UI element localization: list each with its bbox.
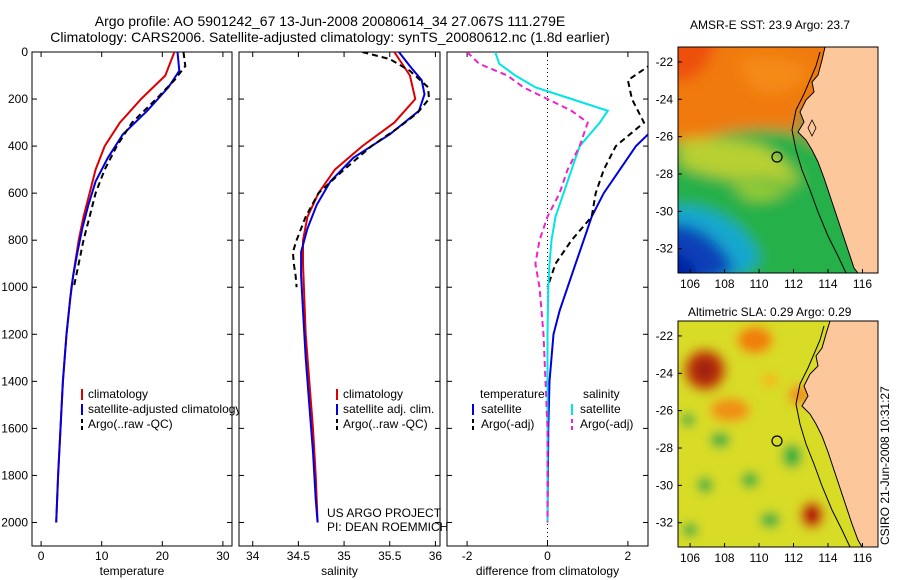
argo-location-marker [771, 151, 783, 163]
x-tick-label: 112 [784, 551, 803, 565]
x-tick-label: 2 [625, 549, 632, 563]
legend-header: salinity [583, 387, 620, 401]
series-line-argo-raw-qc [72, 52, 187, 288]
legend-label: climatology [88, 387, 148, 401]
series-line-satellite [546, 52, 648, 523]
x-axis-label: difference from climatology [476, 564, 619, 578]
temperature-panel: 0 10 20 30 0 200 400 600 800 1000 1200 1400 1600 1800… [1, 45, 241, 578]
x-tick-label: 0 [38, 549, 45, 563]
x-tick-label: 20 [156, 549, 170, 563]
series-line-climatology [302, 52, 417, 523]
x-axis-label: salinity [321, 564, 358, 578]
series-line-satellite-adjusted-climatology [55, 52, 181, 523]
x-tick-label: 110 [749, 277, 768, 291]
series-line-argo-adj [546, 65, 648, 288]
x-tick-label: 30 [216, 549, 230, 563]
series-line-argo-raw-qc [291, 52, 431, 288]
y-tick-label: 600 [8, 186, 28, 200]
x-tick-label: 106 [680, 277, 700, 291]
legend-label: Argo(..raw -QC) [343, 417, 428, 431]
y-tick-label: 1800 [1, 468, 28, 482]
y-tick-label: 2000 [1, 515, 28, 529]
y-tick-label: -24 [656, 92, 674, 106]
chart-layer: 0 10 20 30020040060080010001200140016001800… [1, 45, 872, 578]
difference-panel: -2 0 2 difference from climatology temperatu… [446, 51, 649, 578]
x-tick-label: 0 [544, 549, 551, 563]
y-tick-label: 1000 [1, 280, 28, 294]
y-tick-label: 1400 [1, 374, 28, 388]
y-tick-label: -22 [656, 55, 674, 69]
y-tick-label: -32 [656, 242, 674, 256]
series-line-satellite [494, 52, 610, 523]
legend-label: Argo(..raw -QC) [88, 417, 173, 431]
plot-title-line1: Argo profile: AO 5901242_67 13-Jun-2008 … [94, 13, 566, 29]
y-tick-label: 400 [8, 139, 28, 153]
y-tick-label: -22 [656, 329, 674, 343]
sla-map-title: Altimetric SLA: 0.29 Argo: 0.29 [688, 305, 852, 319]
legend-label: climatology [343, 387, 403, 401]
sst-map [678, 47, 878, 273]
sst_map-axes: 106 108 110 112 114 116 -22 -24 -26 -28 -30 -32 [656, 55, 873, 291]
x-tick-label: 110 [749, 551, 768, 565]
legend-label: satellite-adjusted climatology [88, 402, 241, 416]
x-tick-label: 114 [818, 551, 837, 565]
y-tick-label: -30 [656, 478, 674, 492]
x-tick-label: 34.5 [287, 549, 311, 563]
x-tick-label: 35.5 [378, 549, 402, 563]
y-tick-label: -26 [656, 404, 674, 418]
salinity-frame [238, 51, 441, 547]
y-tick-label: 200 [8, 92, 28, 106]
series-line-satellite-adj-clim [300, 52, 426, 523]
temperature-frame [31, 51, 233, 547]
y-tick-label: 800 [8, 233, 28, 247]
y-tick-label: 0 [21, 45, 28, 59]
legend-label: satellite [580, 402, 621, 416]
sst-map-title: AMSR-E SST: 23.9 Argo: 23.7 [690, 18, 851, 32]
legend-label: satellite [481, 402, 522, 416]
x-tick-label: 112 [784, 277, 803, 291]
x-tick-label: 108 [715, 551, 735, 565]
sla-map [678, 321, 878, 547]
y-tick-label: -26 [656, 130, 674, 144]
x-tick-label: 36 [429, 549, 443, 563]
x-tick-label: 10 [95, 549, 109, 563]
x-tick-label: 116 [853, 277, 872, 291]
sst-map-frame [677, 46, 879, 274]
x-tick-label: 114 [818, 277, 837, 291]
argo-location-marker [771, 435, 783, 447]
sla-map-frame [677, 320, 879, 548]
salinity-panel: 34 34.5 35 35.5 36 salinity climatologysatelli… [238, 51, 443, 578]
sla_map-axes: 106 108 110 112 114 116 -22 -24 -26 -28 -30 -32 [656, 329, 873, 565]
series-line-argo-adj [466, 52, 589, 523]
y-tick-label: -32 [656, 516, 674, 530]
y-tick-label: 1200 [1, 327, 28, 341]
plot-title-line2: Climatology: CARS2006. Satellite-adjuste… [50, 29, 610, 45]
x-tick-label: 106 [680, 551, 700, 565]
y-tick-label: -24 [656, 366, 674, 380]
x-axis-label: temperature [100, 564, 165, 578]
legend-header: temperature [480, 387, 545, 401]
legend-label: Argo(-adj) [481, 417, 534, 431]
x-tick-label: 34 [246, 549, 260, 563]
x-tick-label: 35 [337, 549, 351, 563]
project-line2: PI: DEAN ROEMMICH [327, 520, 449, 534]
legend-label: Argo(-adj) [580, 417, 633, 431]
y-tick-label: -28 [656, 167, 674, 181]
x-tick-label: -2 [462, 549, 473, 563]
y-tick-label: 1600 [1, 421, 28, 435]
y-tick-label: -28 [656, 441, 674, 455]
project-line1: US ARGO PROJECT [327, 506, 442, 520]
y-tick-label: -30 [656, 204, 674, 218]
x-tick-label: 108 [715, 277, 735, 291]
credit-text: CSIRO 21-Jun-2008 10:31:27 [878, 386, 892, 545]
x-tick-label: 116 [853, 551, 872, 565]
legend-label: satellite adj. clim. [343, 402, 434, 416]
